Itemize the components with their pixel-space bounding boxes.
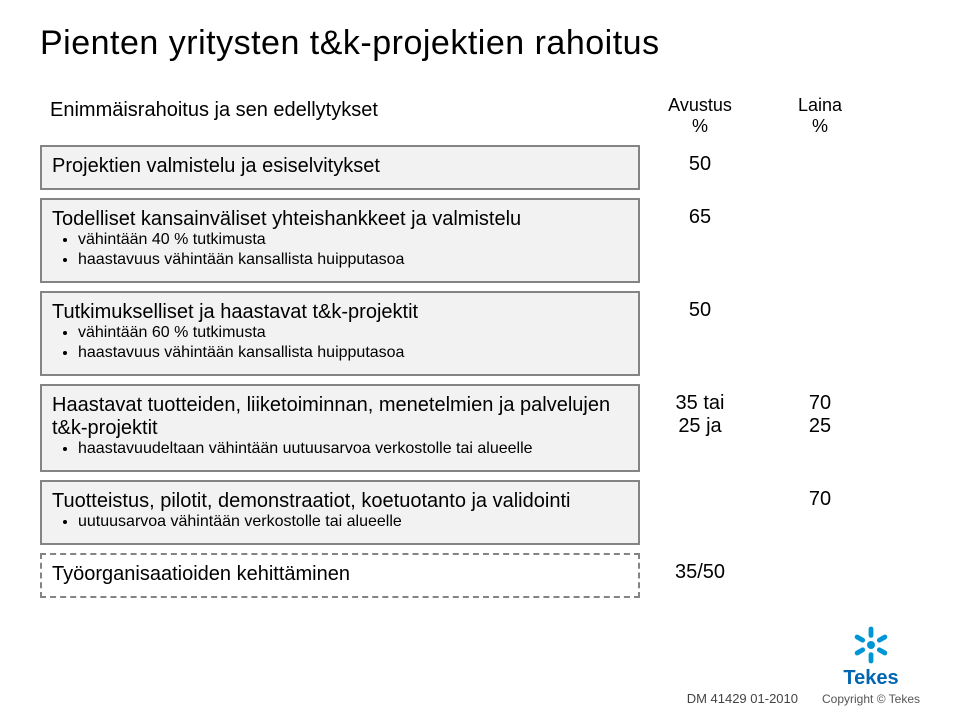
row-label: Tutkimukselliset ja haastavat t&k-projek… bbox=[52, 301, 628, 324]
row-left: Haastavat tuotteiden, liiketoiminnan, me… bbox=[40, 384, 640, 480]
row-label: Tuotteistus, pilotit, demonstraatiot, ko… bbox=[52, 490, 628, 513]
row-subitem: haastavuus vähintään kansallista huipput… bbox=[78, 251, 628, 269]
row-subitem: vähintään 40 % tutkimusta bbox=[78, 231, 628, 249]
cell-avustus: 50 bbox=[640, 145, 760, 198]
row-box: Todelliset kansainväliset yhteishankkeet… bbox=[40, 198, 640, 283]
slide: Pienten yritysten t&k-projektien rahoitu… bbox=[0, 0, 960, 720]
header-avustus: Avustus % bbox=[640, 91, 760, 145]
footer: DM 41429 01-2010 Tekes Copyright © Tekes bbox=[687, 625, 920, 706]
cell-avustus: 65 bbox=[640, 198, 760, 291]
cell-laina: 70 bbox=[760, 480, 880, 553]
doc-ref: DM 41429 01-2010 bbox=[687, 691, 798, 706]
row-subitem: uutuusarvoa vähintään verkostolle tai al… bbox=[78, 513, 628, 531]
row-sublist: uutuusarvoa vähintään verkostolle tai al… bbox=[52, 513, 628, 531]
cell-avustus: 35/50 bbox=[640, 553, 760, 606]
cell-laina: 70 25 bbox=[760, 384, 880, 480]
header-laina: Laina % bbox=[760, 91, 880, 145]
row-left: Projektien valmistelu ja esiselvitykset bbox=[40, 145, 640, 198]
page-title: Pienten yritysten t&k-projektien rahoitu… bbox=[40, 24, 920, 63]
funding-table: Enimmäisrahoitus ja sen edellytykset Avu… bbox=[40, 91, 920, 606]
cell-laina bbox=[760, 145, 880, 198]
row-left: Todelliset kansainväliset yhteishankkeet… bbox=[40, 198, 640, 291]
row-box: Tutkimukselliset ja haastavat t&k-projek… bbox=[40, 291, 640, 376]
cell-laina bbox=[760, 553, 880, 606]
row-label: Todelliset kansainväliset yhteishankkeet… bbox=[52, 208, 628, 231]
cell-avustus: 35 tai 25 ja bbox=[640, 384, 760, 480]
brand-name: Tekes bbox=[843, 667, 898, 690]
row-subitem: haastavuus vähintään kansallista huipput… bbox=[78, 344, 628, 362]
row-sublist: vähintään 40 % tutkimusta haastavuus vähi… bbox=[52, 231, 628, 269]
row-label: Haastavat tuotteiden, liiketoiminnan, me… bbox=[52, 394, 628, 440]
row-box: Projektien valmistelu ja esiselvitykset bbox=[40, 145, 640, 190]
cell-laina bbox=[760, 291, 880, 384]
row-box: Haastavat tuotteiden, liiketoiminnan, me… bbox=[40, 384, 640, 472]
row-left: Työorganisaatioiden kehittäminen bbox=[40, 553, 640, 606]
row-label: Projektien valmistelu ja esiselvitykset bbox=[52, 155, 628, 178]
row-label: Työorganisaatioiden kehittäminen bbox=[52, 563, 628, 586]
row-subitem: haastavuudeltaan vähintään uutuusarvoa v… bbox=[78, 440, 628, 458]
row-left: Tutkimukselliset ja haastavat t&k-projek… bbox=[40, 291, 640, 384]
row-box: Tuotteistus, pilotit, demonstraatiot, ko… bbox=[40, 480, 640, 545]
cell-laina bbox=[760, 198, 880, 291]
row-sublist: haastavuudeltaan vähintään uutuusarvoa v… bbox=[52, 440, 628, 458]
row-left: Tuotteistus, pilotit, demonstraatiot, ko… bbox=[40, 480, 640, 553]
row-box: Työorganisaatioiden kehittäminen bbox=[40, 553, 640, 598]
row-sublist: vähintään 60 % tutkimusta haastavuus vähi… bbox=[52, 324, 628, 362]
header-left: Enimmäisrahoitus ja sen edellytykset bbox=[40, 91, 640, 145]
copyright-text: Copyright © Tekes bbox=[822, 692, 920, 706]
brand-logo: Tekes Copyright © Tekes bbox=[822, 625, 920, 706]
cell-avustus: 50 bbox=[640, 291, 760, 384]
row-subitem: vähintään 60 % tutkimusta bbox=[78, 324, 628, 342]
cell-avustus bbox=[640, 480, 760, 553]
asterisk-icon bbox=[847, 625, 895, 665]
